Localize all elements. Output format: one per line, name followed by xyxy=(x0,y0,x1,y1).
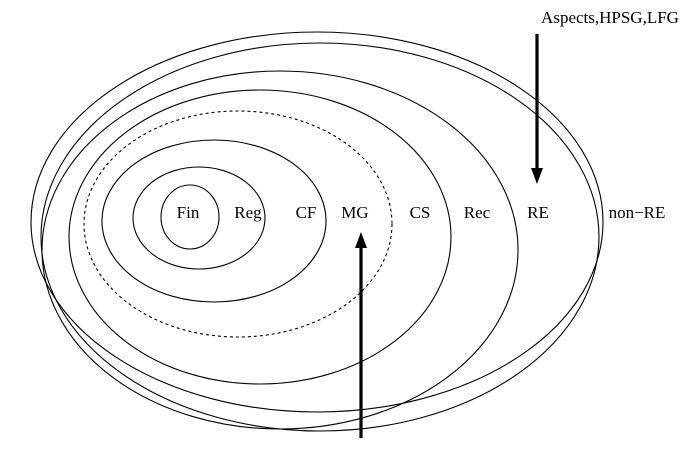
annotation-aspects-hpsg-lfg: Aspects,HPSG,LFG xyxy=(541,8,679,27)
label-mg: MG xyxy=(341,203,368,222)
re-ellipse xyxy=(40,42,600,432)
mg-ellipse-dashed xyxy=(83,110,393,338)
label-cs: CS xyxy=(410,203,431,222)
arrow-to-re-head xyxy=(531,168,543,184)
cf-ellipse xyxy=(101,139,327,303)
cs-ellipse xyxy=(68,89,452,385)
fin-ellipse xyxy=(160,184,220,250)
label-cf: CF xyxy=(296,203,317,222)
label-re: RE xyxy=(527,203,549,222)
label-fin: Fin xyxy=(177,203,200,222)
arrow-to-mg-head xyxy=(355,232,367,248)
reg-ellipse xyxy=(132,166,266,270)
label-non-re: non−RE xyxy=(609,203,666,222)
non-re-ellipse xyxy=(30,31,604,413)
label-rec: Rec xyxy=(464,203,491,222)
rec-ellipse xyxy=(41,70,519,430)
label-reg: Reg xyxy=(234,203,262,222)
